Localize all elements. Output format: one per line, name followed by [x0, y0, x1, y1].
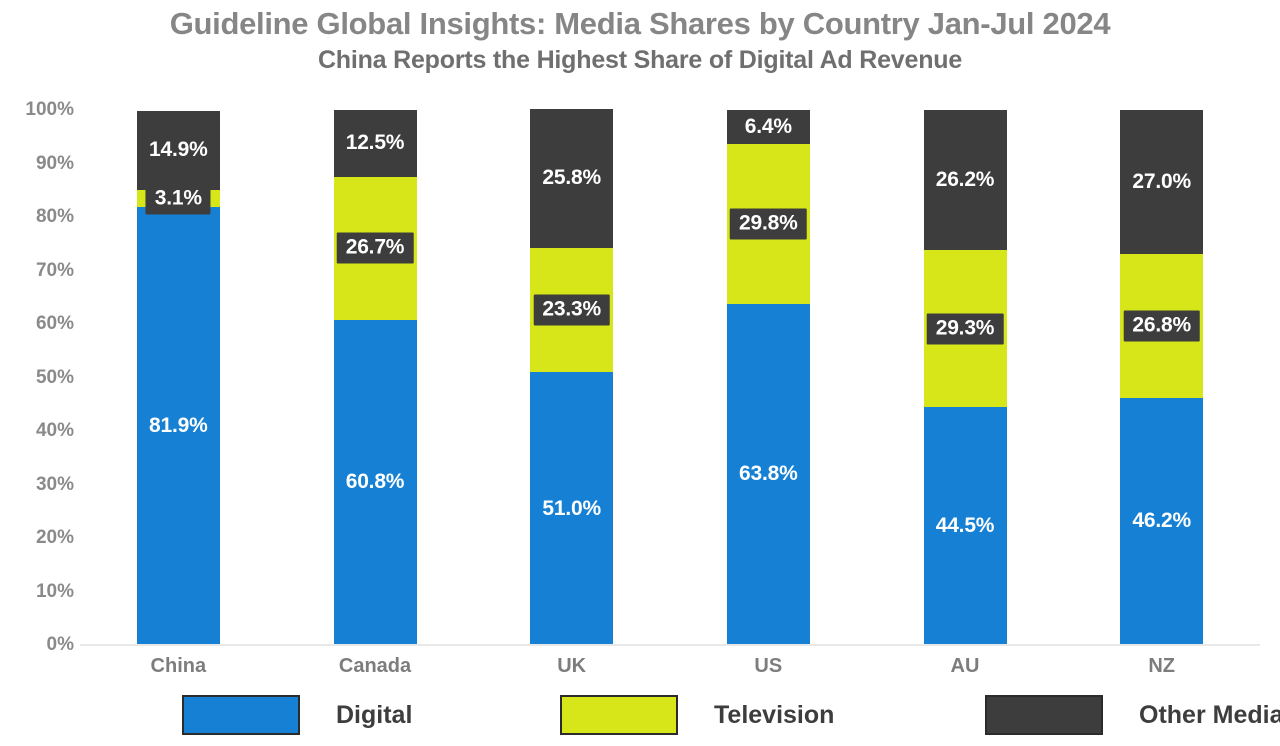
bar-value-label: 26.7% [336, 232, 414, 264]
bar-segment[interactable] [726, 303, 810, 645]
bar-value-label: 29.8% [730, 208, 807, 240]
legend-item-other-media[interactable]: Other Media [985, 695, 1280, 735]
y-axis-tick: 70% [35, 259, 74, 281]
legend-label: Television [714, 700, 835, 729]
x-axis-label-china: China [150, 655, 207, 677]
y-axis: 0% 10% 20% 30% 40% 50% 60% 70% 80% 90% 100% [0, 99, 74, 655]
title-block: Guideline Global Insights: Media Shares … [0, 0, 1280, 76]
bar-value-label: 26.2% [935, 168, 995, 192]
y-axis-tick: 50% [35, 366, 74, 388]
legend-label: Digital [336, 700, 413, 729]
bar-group[interactable]: 63.8% 29.8% 6.4% [726, 110, 810, 645]
y-axis-tick: 20% [35, 527, 74, 548]
bar-value-label: 27.0% [1132, 170, 1191, 194]
y-axis-tick: 80% [35, 206, 74, 227]
x-axis-line [80, 644, 1260, 646]
bar-value-label: 12.5% [345, 131, 405, 155]
chart-subtitle: China Reports the Highest Share of Digit… [317, 46, 963, 74]
legend-swatch-icon [985, 695, 1103, 735]
x-axis-labels: China Canada UK US AU NZ [80, 655, 1260, 685]
bar-segment[interactable] [1120, 397, 1204, 645]
chart-legend: Digital Television Other Media [0, 695, 1280, 743]
legend-swatch-icon [182, 695, 300, 735]
bar-segment[interactable] [530, 109, 614, 248]
plot-area: 81.9% 3.1% 14.9% 60.8% 26.7% 12.5% 51.0% 23.3% 2… [80, 109, 1260, 646]
bar-segment[interactable] [530, 372, 614, 645]
bar-value-label: 26.8% [1123, 310, 1200, 342]
bar-segment[interactable] [923, 110, 1007, 251]
bar-segment[interactable] [136, 206, 220, 645]
bar-group[interactable]: 51.0% 23.3% 25.8% [530, 109, 614, 645]
bar-segment[interactable] [1120, 110, 1204, 255]
bar-segment[interactable] [333, 110, 417, 177]
bar-value-label: 25.8% [542, 166, 601, 190]
bar-value-label: 29.3% [926, 313, 1004, 345]
y-axis-tick: 40% [35, 420, 74, 441]
bar-value-label: 51.0% [542, 496, 601, 520]
bar-value-label: 60.8% [345, 470, 405, 494]
bar-group[interactable]: 46.2% 26.8% 27.0% [1120, 110, 1204, 645]
bar-group[interactable]: 81.9% 3.1% 14.9% [136, 110, 220, 645]
y-axis-tick: 100% [25, 99, 74, 120]
y-axis-tick: 60% [35, 313, 74, 334]
legend-item-digital[interactable]: Digital [182, 695, 412, 735]
y-axis-tick: 30% [35, 473, 74, 495]
x-axis-label-nz: NZ [1148, 655, 1175, 677]
bar-segment[interactable] [333, 319, 417, 645]
bar-segment[interactable] [726, 110, 810, 145]
bar-group[interactable]: 60.8% 26.7% 12.5% [333, 110, 417, 645]
bar-segment[interactable] [136, 110, 220, 191]
y-axis-tick: 10% [35, 580, 74, 602]
bar-segment[interactable] [923, 406, 1007, 645]
bar-value-label: 44.5% [935, 513, 995, 537]
x-axis-label-uk: UK [557, 655, 587, 677]
bar-value-label: 14.9% [149, 138, 208, 162]
y-axis-tick: 0% [46, 634, 74, 655]
y-axis-tick: 90% [35, 152, 74, 174]
bar-series-group: 81.9% 3.1% 14.9% 60.8% 26.7% 12.5% 51.0% 23.3% 2… [80, 109, 1260, 645]
legend-label: Other Media [1139, 700, 1280, 729]
x-axis-label-us: US [754, 655, 783, 677]
bar-value-label: 23.3% [533, 294, 610, 326]
page-title: Guideline Global Insights: Media Shares … [169, 6, 1111, 41]
legend-swatch-icon [560, 695, 678, 735]
bar-value-label: 63.8% [739, 462, 798, 486]
bar-value-label: 81.9% [149, 413, 208, 437]
x-axis-label-au: AU [950, 655, 980, 677]
bar-value-label: 6.4% [744, 115, 792, 139]
bar-value-label: 46.2% [1132, 509, 1191, 533]
bar-group[interactable]: 44.5% 29.3% 26.2% [923, 110, 1007, 645]
legend-item-television[interactable]: Television [560, 695, 834, 735]
x-axis-label-canada: Canada [338, 655, 412, 677]
